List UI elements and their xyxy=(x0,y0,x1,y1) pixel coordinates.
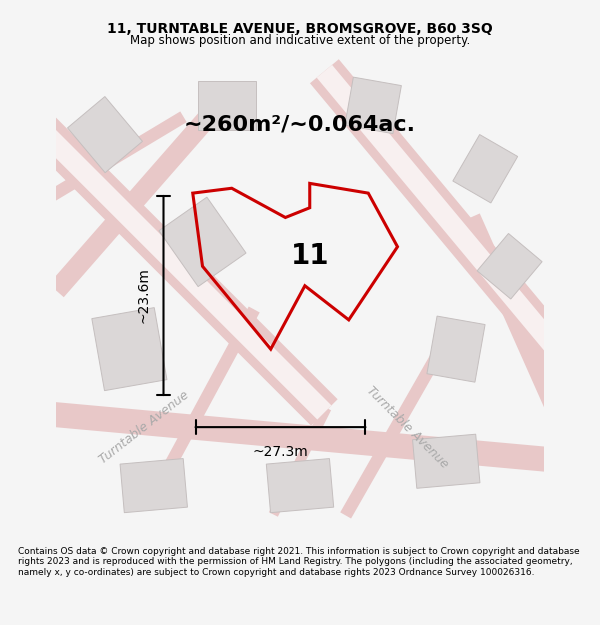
Text: Turntable Avenue: Turntable Avenue xyxy=(364,384,451,471)
Polygon shape xyxy=(197,81,256,130)
Polygon shape xyxy=(413,434,480,488)
Polygon shape xyxy=(159,197,246,287)
Text: Map shows position and indicative extent of the property.: Map shows position and indicative extent… xyxy=(130,34,470,48)
Polygon shape xyxy=(120,459,187,512)
Polygon shape xyxy=(68,96,142,172)
Polygon shape xyxy=(266,459,334,512)
Text: 11, TURNTABLE AVENUE, BROMSGROVE, B60 3SQ: 11, TURNTABLE AVENUE, BROMSGROVE, B60 3S… xyxy=(107,22,493,36)
Polygon shape xyxy=(453,134,518,203)
Text: ~27.3m: ~27.3m xyxy=(253,444,308,459)
Polygon shape xyxy=(345,77,401,134)
Text: ~260m²/~0.064ac.: ~260m²/~0.064ac. xyxy=(184,115,416,135)
Polygon shape xyxy=(427,316,485,382)
Text: ~23.6m: ~23.6m xyxy=(137,268,151,324)
Text: 11: 11 xyxy=(290,242,329,271)
Polygon shape xyxy=(477,234,542,299)
Text: Turntable Avenue: Turntable Avenue xyxy=(97,388,191,466)
Text: Contains OS data © Crown copyright and database right 2021. This information is : Contains OS data © Crown copyright and d… xyxy=(18,547,580,577)
Polygon shape xyxy=(92,308,167,391)
